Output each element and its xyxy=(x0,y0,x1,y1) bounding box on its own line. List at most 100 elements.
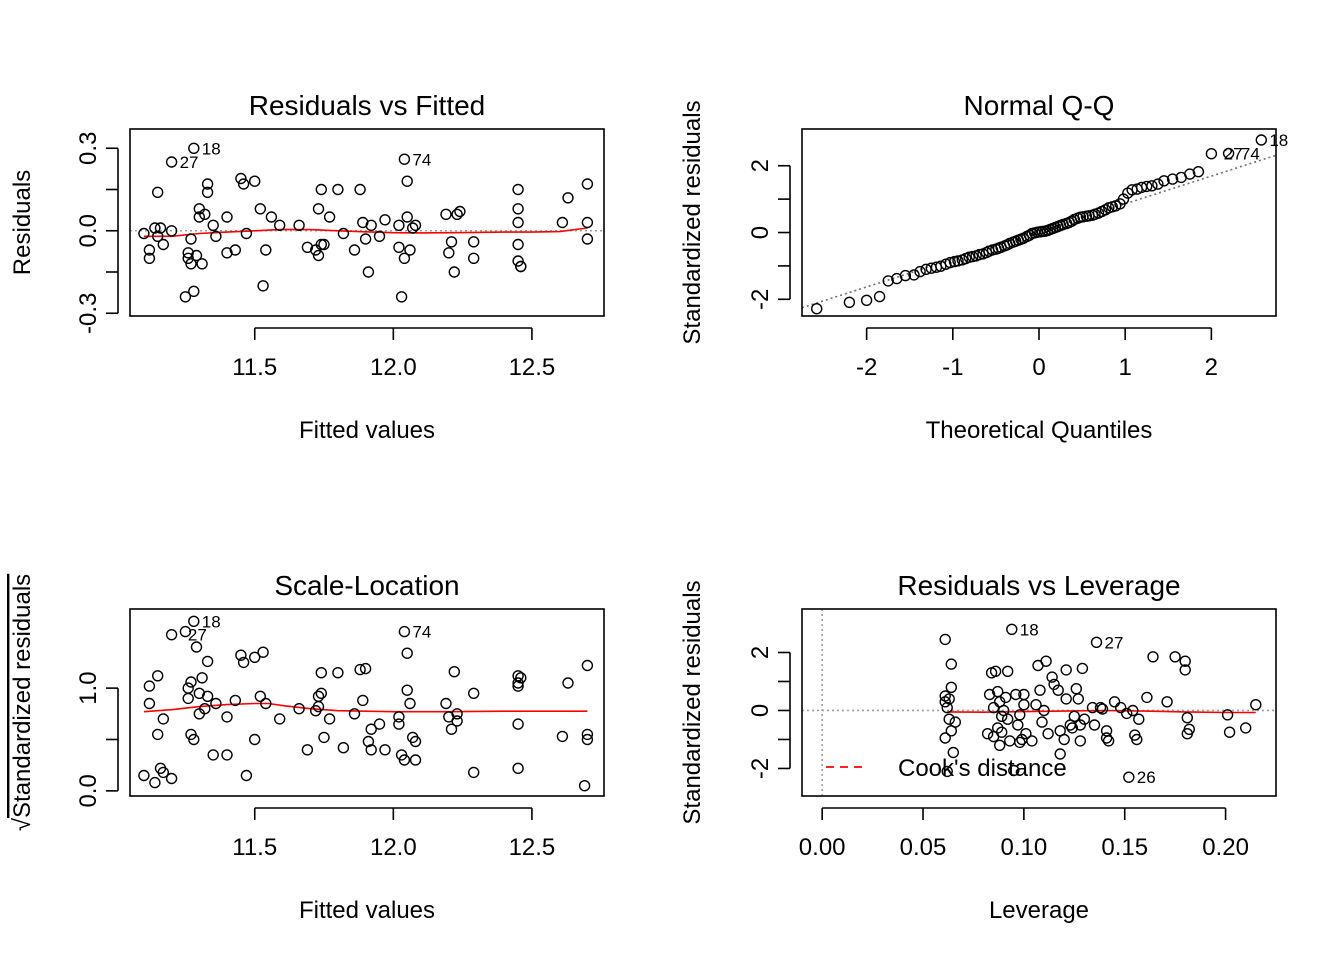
data-point xyxy=(393,711,405,723)
data-point xyxy=(1008,764,1020,777)
y-axis-label: Standardized residuals xyxy=(679,100,706,344)
x-tick-label: 12.5 xyxy=(509,354,556,381)
data-point xyxy=(1166,173,1179,185)
data-point xyxy=(512,762,524,774)
point-label: 18 xyxy=(202,139,221,158)
data-point xyxy=(468,766,480,779)
x-axis-label: Fitted values xyxy=(299,417,435,444)
data-point xyxy=(556,730,569,743)
data-point xyxy=(393,241,405,254)
x-tick-label: 2 xyxy=(1205,354,1218,381)
data-point xyxy=(182,682,194,694)
data-point xyxy=(947,746,959,759)
y-tick-label: 0.3 xyxy=(75,132,102,165)
data-point xyxy=(379,214,391,226)
data-point xyxy=(451,208,463,221)
data-point xyxy=(1000,691,1012,704)
panel-title: Residuals vs Leverage xyxy=(897,570,1180,601)
data-point xyxy=(983,688,996,701)
data-point xyxy=(440,208,452,221)
data-point xyxy=(315,687,327,699)
data-point xyxy=(157,238,170,251)
y-tick-label: -2 xyxy=(747,289,774,310)
data-point xyxy=(468,252,480,264)
data-point xyxy=(1040,655,1052,667)
data-point xyxy=(556,216,569,229)
data-point xyxy=(1123,771,1135,783)
data-point xyxy=(1133,713,1145,725)
smooth-line xyxy=(143,227,588,238)
data-point xyxy=(1036,716,1048,728)
data-point xyxy=(1020,728,1032,740)
data-point xyxy=(265,211,278,223)
data-point xyxy=(229,244,242,256)
data-point xyxy=(199,703,211,715)
y-tick-label: 0.0 xyxy=(75,774,102,807)
data-point xyxy=(1054,748,1066,760)
plot-frame xyxy=(129,128,605,317)
data-point xyxy=(348,244,361,256)
data-point xyxy=(165,156,178,168)
data-point xyxy=(182,692,194,705)
y-axis-label: √Standardized residuals xyxy=(9,574,36,831)
data-point xyxy=(1131,733,1143,746)
data-point xyxy=(154,222,167,234)
data-point xyxy=(401,684,413,696)
data-point xyxy=(1038,704,1050,717)
data-point xyxy=(454,205,466,218)
x-tick-label: 12.0 xyxy=(370,834,417,861)
data-point xyxy=(221,749,233,761)
data-point xyxy=(201,186,214,199)
data-point xyxy=(941,701,953,714)
x-tick-label: -1 xyxy=(942,354,963,381)
data-point xyxy=(409,754,422,766)
data-point xyxy=(440,697,452,710)
y-tick-label: 2 xyxy=(747,646,774,659)
data-point xyxy=(407,222,419,234)
data-point xyxy=(354,183,366,196)
data-point xyxy=(315,667,327,679)
data-point xyxy=(1100,732,1113,744)
data-point xyxy=(257,280,269,292)
data-point xyxy=(240,227,253,240)
data-point xyxy=(196,258,208,270)
data-point xyxy=(365,219,377,232)
data-point xyxy=(581,233,594,245)
data-point xyxy=(354,663,366,676)
data-point xyxy=(185,676,197,688)
data-point xyxy=(512,203,524,215)
data-point xyxy=(1147,651,1159,663)
data-point xyxy=(254,690,266,702)
data-point xyxy=(398,252,411,264)
data-point xyxy=(210,697,222,710)
data-point xyxy=(1090,636,1103,648)
data-point xyxy=(1074,735,1087,747)
data-point xyxy=(512,680,524,692)
x-tick-label: 11.5 xyxy=(232,834,277,861)
plot-frame xyxy=(801,608,1277,797)
data-point xyxy=(1096,703,1109,715)
data-point xyxy=(943,693,955,705)
data-point xyxy=(1161,696,1173,708)
data-point xyxy=(1102,735,1115,747)
data-point xyxy=(138,769,150,782)
data-point xyxy=(362,266,375,278)
data-point xyxy=(581,728,594,741)
data-point xyxy=(945,658,957,670)
data-point xyxy=(323,713,336,725)
data-point xyxy=(882,275,894,287)
data-point xyxy=(190,249,203,262)
data-point xyxy=(1042,728,1054,740)
data-point xyxy=(944,256,956,269)
data-point xyxy=(312,700,325,713)
data-point xyxy=(1014,736,1026,749)
data-point xyxy=(248,651,261,663)
data-point xyxy=(199,208,211,221)
data-point xyxy=(908,269,920,281)
point-label: 74 xyxy=(1241,144,1260,163)
data-point xyxy=(941,765,953,778)
y-tick-label: 1.0 xyxy=(75,671,102,704)
data-point xyxy=(512,718,524,730)
